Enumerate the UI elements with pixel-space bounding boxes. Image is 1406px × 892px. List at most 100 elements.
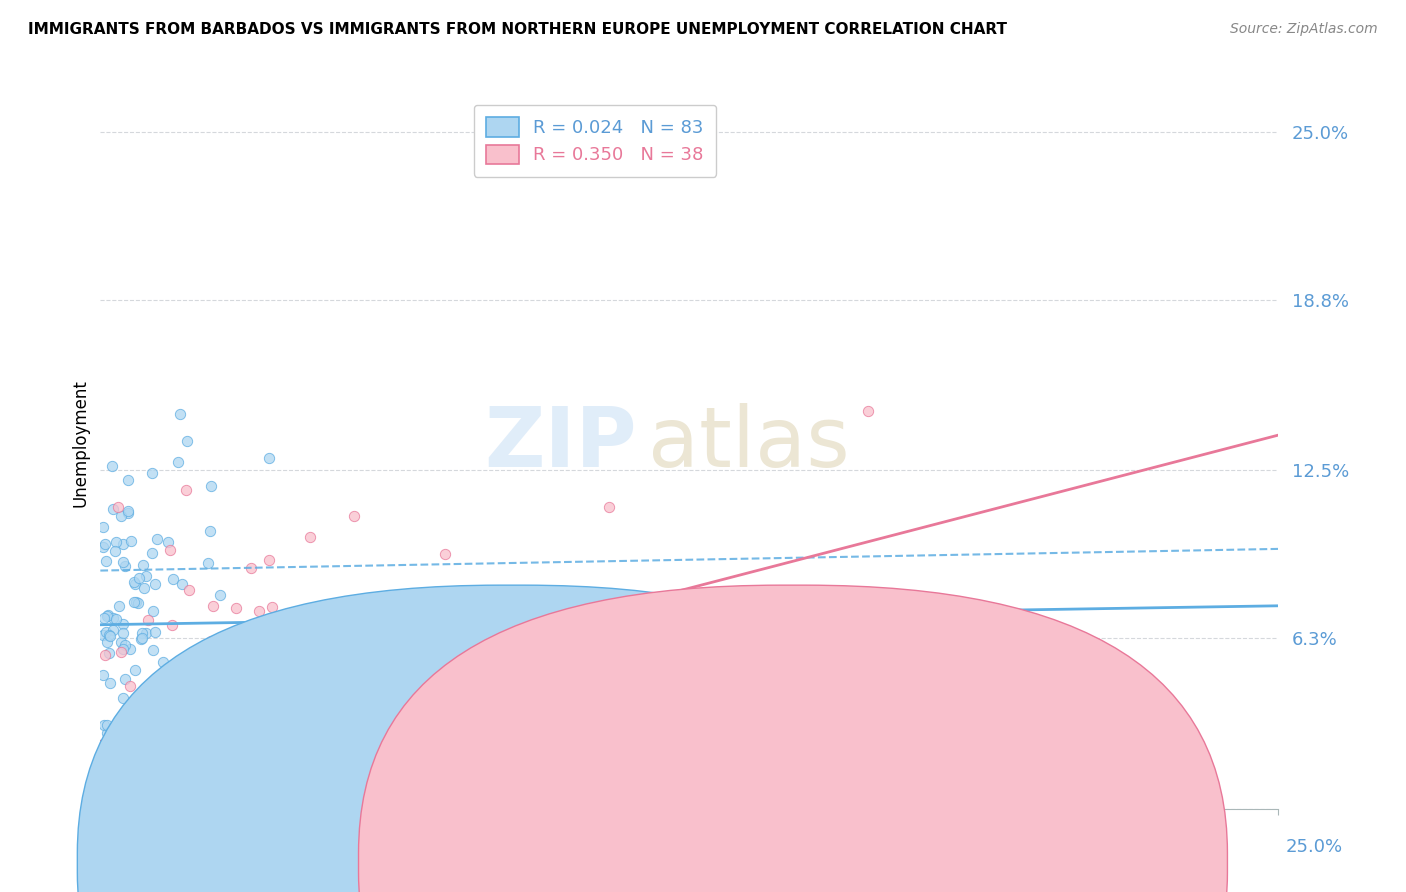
Point [94,537,117,551]
Point [152,655,174,669]
Point [124,575,146,590]
Point [163,796,186,810]
Point [114,638,136,652]
Point [135,626,157,640]
Point [128,571,150,585]
Point [97,646,120,660]
Point [176,434,198,449]
Point [120,534,142,549]
Point [96,554,118,568]
Point [110,508,132,523]
Point [96,743,118,757]
Point [202,599,225,614]
Point [200,524,222,538]
Point [107,500,129,515]
Point [110,635,132,649]
Point [194,687,217,701]
Point [96,718,118,732]
Point [160,725,183,739]
Text: Source: ZipAtlas.com: Source: ZipAtlas.com [1230,22,1378,37]
Point [170,576,193,591]
Point [120,641,142,656]
Point [138,698,160,713]
Point [98,629,121,643]
Point [131,626,153,640]
Point [111,616,134,631]
Point [135,568,157,582]
Point [299,530,322,544]
Point [96,725,118,739]
Point [117,789,139,803]
Text: 25.0%: 25.0% [1285,838,1343,855]
Point [124,576,146,591]
Point [101,623,124,637]
Point [124,594,146,608]
Point [131,631,153,645]
Text: IMMIGRANTS FROM BARBADOS VS IMMIGRANTS FROM NORTHERN EUROPE UNEMPLOYMENT CORRELA: IMMIGRANTS FROM BARBADOS VS IMMIGRANTS F… [28,22,1007,37]
Point [420,608,443,623]
Point [94,648,117,662]
Point [392,641,415,656]
Point [160,618,183,632]
Point [104,544,127,558]
Y-axis label: Unemployment: Unemployment [72,379,89,508]
Point [111,642,134,657]
Point [124,789,146,803]
Point [143,624,166,639]
Point [141,546,163,560]
Point [157,534,180,549]
Point [124,664,146,678]
Point [117,473,139,487]
Point [132,698,155,712]
Point [208,588,231,602]
Point [350,699,373,714]
Point [239,561,262,575]
Point [114,672,136,686]
Point [98,731,121,745]
Point [343,508,366,523]
Text: Immigrants from Barbados: Immigrants from Barbados [529,847,752,865]
Text: Immigrants from Northern Europe: Immigrants from Northern Europe [810,847,1091,865]
Text: atlas: atlas [648,402,849,483]
Point [112,626,135,640]
Point [97,628,120,642]
Point [117,504,139,518]
Point [132,558,155,572]
Point [136,613,159,627]
Text: ZIP: ZIP [484,402,637,483]
Point [96,634,118,648]
Point [114,558,136,573]
Point [103,611,125,625]
Text: Immigrants from Barbados: Immigrants from Barbados [367,847,591,865]
Point [120,679,142,693]
Point [91,540,114,554]
Point [257,451,280,466]
Point [122,595,145,609]
Point [111,769,134,783]
Text: Immigrants from Northern Europe: Immigrants from Northern Europe [598,847,879,865]
Point [162,572,184,586]
Point [384,607,406,621]
Point [257,553,280,567]
Point [262,662,284,676]
Legend: R = 0.024   N = 83, R = 0.350   N = 38: R = 0.024 N = 83, R = 0.350 N = 38 [474,104,717,177]
Point [197,556,219,570]
Point [104,534,127,549]
Point [305,772,328,787]
Point [247,604,270,618]
Point [111,555,134,569]
Point [101,458,124,473]
Point [179,583,201,598]
Point [93,718,115,732]
Point [177,669,200,683]
Point [129,632,152,646]
Point [141,466,163,480]
Point [112,537,135,551]
Point [145,532,167,546]
Point [200,634,222,648]
Point [479,635,502,649]
Point [142,604,165,618]
Point [166,455,188,469]
Point [159,543,181,558]
Point [207,711,229,725]
